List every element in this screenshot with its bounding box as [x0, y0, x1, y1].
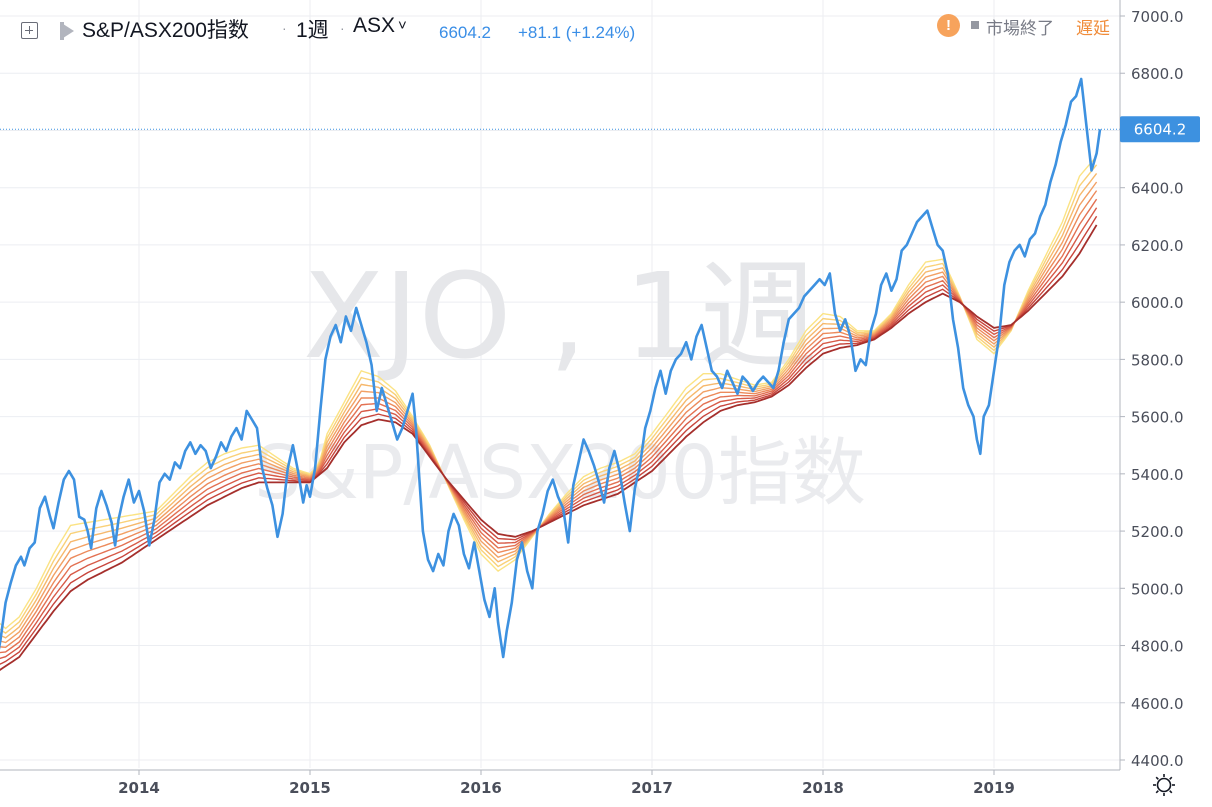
warning-icon[interactable]: !	[937, 14, 960, 37]
time-tick-label: 2014	[118, 779, 160, 797]
price-series	[0, 77, 1102, 659]
price-change: +81.1 (+1.24%)	[518, 23, 636, 42]
ribbon-line	[0, 224, 1098, 671]
last-price-label: 6604.2	[1134, 120, 1187, 138]
time-tick-label: 2017	[631, 779, 673, 797]
price-tick-label: 6200.0	[1131, 237, 1184, 255]
separator-dot: ·	[340, 20, 345, 36]
last-price-badge: 6604.2	[1120, 116, 1200, 143]
watermark-symbol-interval: XJO , 1週	[303, 247, 817, 385]
price-tick-label: 5400.0	[1131, 466, 1184, 484]
gear-icon[interactable]	[1153, 774, 1175, 796]
price-tick-label: 4400.0	[1131, 752, 1184, 770]
time-tick-label: 2016	[460, 779, 502, 797]
grid	[0, 0, 1120, 768]
price-axis[interactable]: 7000.06800.06600.06400.06200.06000.05800…	[1119, 0, 1184, 770]
price-tick-label: 5600.0	[1131, 409, 1184, 427]
market-status-icon	[971, 21, 979, 29]
chevron-down-icon[interactable]: ˅	[398, 17, 407, 34]
ribbon-line	[0, 164, 1098, 634]
price-tick-label: 5800.0	[1131, 351, 1184, 369]
exchange-label[interactable]: ASX	[353, 14, 396, 37]
chart-header: S&P/ASX200指数 · 1週 · ASX ˅ 6604.2 +81.1 (…	[0, 0, 1120, 60]
price-tick-label: 7000.0	[1131, 8, 1184, 26]
symbol-name[interactable]: S&P/ASX200指数	[82, 19, 249, 42]
interval-label[interactable]: 1週	[296, 19, 329, 42]
delay-badge[interactable]: 遅延	[1076, 19, 1110, 38]
price-tick-label: 5000.0	[1131, 580, 1184, 598]
last-price: 6604.2	[439, 23, 491, 42]
price-tick-label: 6800.0	[1131, 65, 1184, 83]
time-tick-label: 2015	[289, 779, 331, 797]
price-tick-label: 6000.0	[1131, 294, 1184, 312]
price-tick-label: 4600.0	[1131, 695, 1184, 713]
time-tick-label: 2018	[802, 779, 844, 797]
price-line	[0, 77, 1102, 659]
separator-dot: ·	[282, 20, 287, 36]
price-tick-label: 4800.0	[1131, 638, 1184, 656]
time-tick-label: 2019	[973, 779, 1015, 797]
price-tick-label: 6400.0	[1131, 180, 1184, 198]
flag-icon[interactable]	[60, 22, 74, 40]
expand-icon[interactable]	[21, 22, 38, 39]
time-axis[interactable]: 8201420152016201720182019	[0, 769, 1120, 797]
market-status: 市場終了	[986, 19, 1054, 38]
price-tick-label: 5200.0	[1131, 523, 1184, 541]
